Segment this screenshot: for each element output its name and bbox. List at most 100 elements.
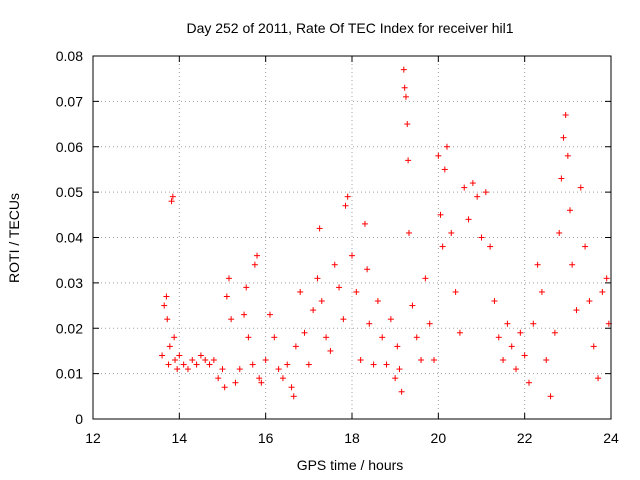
data-point <box>193 361 200 368</box>
data-point <box>396 366 403 373</box>
y-tick-label: 0 <box>75 411 83 427</box>
data-point <box>297 288 304 295</box>
data-point <box>241 311 248 318</box>
data-point <box>256 375 263 382</box>
data-point <box>202 357 209 364</box>
data-point <box>219 366 226 373</box>
x-tick-label: 22 <box>517 430 533 446</box>
data-point <box>521 352 528 359</box>
data-point <box>292 343 299 350</box>
data-point <box>504 320 511 327</box>
data-point <box>245 334 252 341</box>
data-point <box>228 316 235 323</box>
data-point <box>465 216 472 223</box>
data-point <box>560 134 567 141</box>
data-point <box>243 284 250 291</box>
data-point <box>327 347 334 354</box>
data-point <box>404 121 411 128</box>
data-point <box>161 302 168 309</box>
data-point <box>401 84 408 91</box>
y-tick-label: 0.02 <box>56 320 83 336</box>
data-point <box>590 343 597 350</box>
x-tick-label: 24 <box>603 430 619 446</box>
y-tick-label: 0.05 <box>56 184 83 200</box>
data-point <box>383 361 390 368</box>
data-point <box>215 375 222 382</box>
data-point <box>487 243 494 250</box>
y-axis-label: ROTI / TECUs <box>6 193 22 283</box>
data-point <box>525 379 532 386</box>
data-point <box>599 288 606 295</box>
data-point <box>166 343 173 350</box>
data-point <box>543 357 550 364</box>
data-point <box>172 357 179 364</box>
data-point <box>184 366 191 373</box>
data-point <box>603 275 610 282</box>
data-point <box>551 329 558 336</box>
data-point <box>482 189 489 196</box>
data-point <box>249 361 256 368</box>
data-point <box>169 193 176 200</box>
chart-title: Day 252 of 2011, Rate Of TEC Index for r… <box>186 20 513 36</box>
data-point <box>251 261 258 268</box>
data-point <box>530 320 537 327</box>
data-point <box>405 157 412 164</box>
data-point <box>288 384 295 391</box>
data-point <box>402 93 409 100</box>
y-tick-label: 0.01 <box>56 366 83 382</box>
data-point <box>431 357 438 364</box>
x-tick-label: 20 <box>431 430 447 446</box>
y-tick-label: 0.04 <box>56 230 83 246</box>
data-point <box>353 288 360 295</box>
x-tick-label: 16 <box>258 430 274 446</box>
data-point <box>547 393 554 400</box>
data-point <box>443 143 450 150</box>
y-tick-label: 0.07 <box>56 93 83 109</box>
y-tick-label: 0.08 <box>56 48 83 64</box>
data-point <box>426 320 433 327</box>
data-point <box>566 207 573 214</box>
data-point <box>374 298 381 305</box>
data-point <box>564 152 571 159</box>
data-point <box>452 288 459 295</box>
data-point <box>262 357 269 364</box>
data-point <box>254 252 261 259</box>
data-point <box>437 211 444 218</box>
data-point <box>336 284 343 291</box>
data-point <box>221 384 228 391</box>
data-point <box>456 329 463 336</box>
data-point <box>573 307 580 314</box>
data-point <box>366 320 373 327</box>
data-point <box>236 366 243 373</box>
data-point <box>258 379 265 386</box>
data-point <box>448 229 455 236</box>
data-point <box>168 198 175 205</box>
data-point <box>405 229 412 236</box>
data-point <box>223 293 230 300</box>
data-points <box>159 66 612 400</box>
data-point <box>165 361 172 368</box>
data-point <box>495 334 502 341</box>
data-point <box>342 202 349 209</box>
data-point <box>323 334 330 341</box>
data-point <box>474 193 481 200</box>
data-point <box>538 288 545 295</box>
data-point <box>478 234 485 241</box>
data-point <box>301 329 308 336</box>
grid <box>93 56 611 419</box>
data-point <box>279 375 286 382</box>
data-point <box>266 311 273 318</box>
data-point <box>174 366 181 373</box>
data-point <box>569 261 576 268</box>
data-point <box>189 357 196 364</box>
data-point <box>558 175 565 182</box>
data-point <box>562 111 569 118</box>
data-point <box>513 366 520 373</box>
data-point <box>316 225 323 232</box>
data-point <box>491 298 498 305</box>
data-point <box>595 375 602 382</box>
data-point <box>556 229 563 236</box>
data-point <box>469 180 476 187</box>
data-point <box>310 307 317 314</box>
data-point <box>176 352 183 359</box>
